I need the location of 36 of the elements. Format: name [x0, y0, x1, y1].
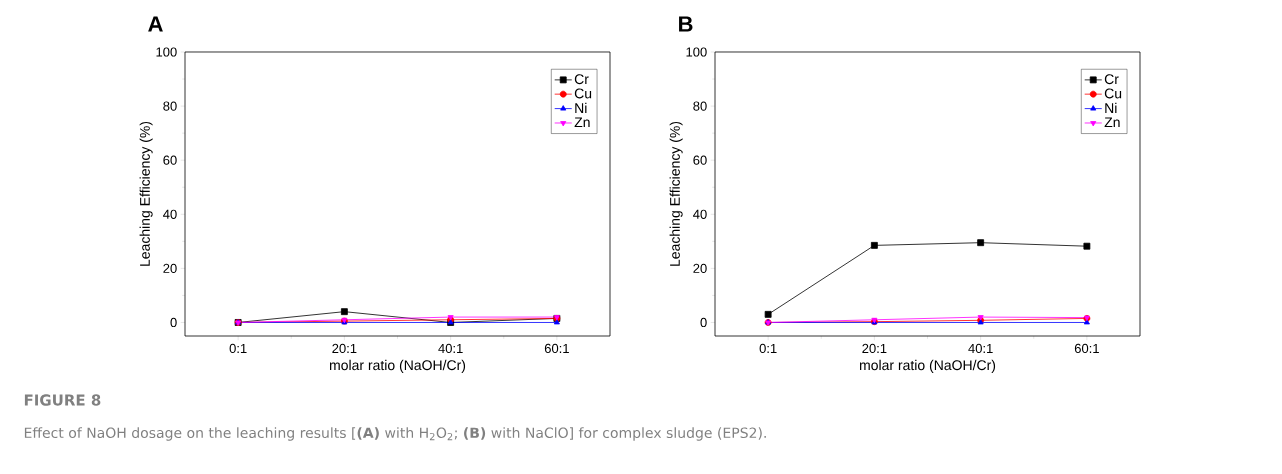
x-axis-title: molar ratio (NaOH/Cr) — [329, 359, 466, 373]
y-tick-label: 60 — [163, 155, 177, 165]
legend-label: Cu — [574, 88, 592, 99]
legend-label: Ni — [575, 102, 587, 113]
y-tick-label: 100 — [686, 47, 707, 57]
x-tick-label: 60:1 — [544, 343, 569, 353]
legend-label: Cu — [1104, 88, 1122, 99]
y-tick-label: 100 — [156, 47, 177, 57]
x-tick-label: 60:1 — [1074, 343, 1099, 353]
y-tick-label: 20 — [163, 263, 177, 273]
legend-label: Zn — [574, 117, 590, 128]
legend-label: Cr — [1104, 74, 1119, 85]
x-tick-label: 20:1 — [862, 343, 887, 353]
legend-label: Zn — [1104, 117, 1120, 128]
x-tick-label: 40:1 — [438, 343, 463, 353]
caption: FIGURE 8 — [24, 394, 101, 406]
x-tick-label: 20:1 — [332, 343, 357, 353]
legend-label: Ni — [1105, 102, 1117, 113]
text: Effect of NaOH dosage on the leaching results [(A) with H$_{2}$O$_{2}$; (B) with NaClO] for complex sludge (EPS2). — [24, 427, 766, 441]
x-tick-label: 40:1 — [968, 343, 993, 353]
y-axis-title: Leaching Efficiency (%) — [669, 121, 683, 266]
y-tick-label: 0 — [170, 317, 177, 328]
x-axis-title: molar ratio (NaOH/Cr) — [859, 359, 996, 373]
y-tick-label: 60 — [693, 155, 707, 165]
y-axis-title: Leaching Efficiency (%) — [139, 121, 153, 266]
legend-label: Cr — [574, 74, 589, 85]
y-tick-label: 80 — [163, 101, 177, 111]
y-tick-label: 80 — [693, 101, 707, 111]
x-tick-label: 0:1 — [759, 343, 777, 353]
y-tick-label: 40 — [693, 209, 707, 219]
y-tick-label: 0 — [700, 317, 707, 328]
chart-title: B — [679, 16, 693, 32]
y-tick-label: 40 — [163, 209, 177, 219]
chart-title: A — [148, 16, 163, 32]
x-tick-label: 0:1 — [229, 343, 247, 353]
y-tick-label: 20 — [693, 263, 707, 273]
